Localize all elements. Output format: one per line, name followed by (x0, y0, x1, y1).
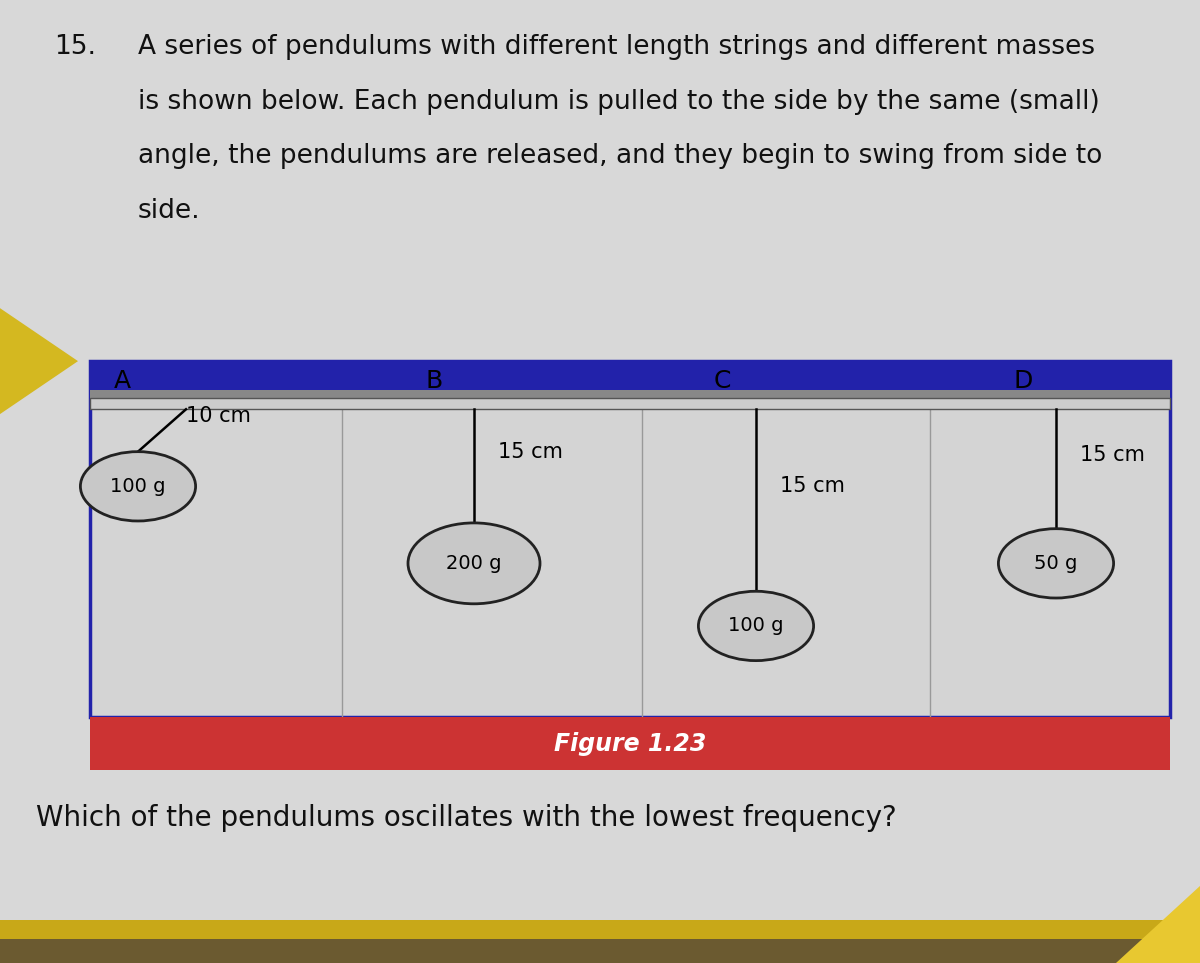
Text: 15 cm: 15 cm (780, 476, 845, 496)
Text: A: A (114, 369, 131, 393)
Text: 50 g: 50 g (1034, 554, 1078, 573)
Text: side.: side. (138, 198, 200, 224)
Text: 10 cm: 10 cm (186, 406, 251, 426)
FancyBboxPatch shape (0, 920, 1200, 963)
Text: C: C (714, 369, 731, 393)
Text: 100 g: 100 g (728, 616, 784, 636)
FancyBboxPatch shape (0, 939, 1200, 963)
Text: 15 cm: 15 cm (498, 442, 563, 461)
Ellipse shape (80, 452, 196, 521)
FancyBboxPatch shape (90, 717, 1170, 770)
Ellipse shape (698, 591, 814, 661)
FancyBboxPatch shape (90, 361, 1170, 390)
FancyBboxPatch shape (90, 398, 1170, 409)
Text: A series of pendulums with different length strings and different masses: A series of pendulums with different len… (138, 34, 1096, 60)
Text: Which of the pendulums oscillates with the lowest frequency?: Which of the pendulums oscillates with t… (36, 804, 896, 832)
Polygon shape (0, 308, 78, 414)
Text: Figure 1.23: Figure 1.23 (554, 732, 706, 756)
Text: B: B (426, 369, 443, 393)
Text: is shown below. Each pendulum is pulled to the side by the same (small): is shown below. Each pendulum is pulled … (138, 89, 1099, 115)
Ellipse shape (998, 529, 1114, 598)
FancyBboxPatch shape (90, 361, 1170, 717)
FancyBboxPatch shape (90, 390, 1170, 398)
Text: 100 g: 100 g (110, 477, 166, 496)
Text: 15.: 15. (54, 34, 96, 60)
Polygon shape (1116, 886, 1200, 963)
Text: angle, the pendulums are released, and they begin to swing from side to: angle, the pendulums are released, and t… (138, 143, 1103, 169)
Text: 15 cm: 15 cm (1080, 445, 1145, 464)
Text: 200 g: 200 g (446, 554, 502, 573)
Text: D: D (1014, 369, 1033, 393)
Ellipse shape (408, 523, 540, 604)
